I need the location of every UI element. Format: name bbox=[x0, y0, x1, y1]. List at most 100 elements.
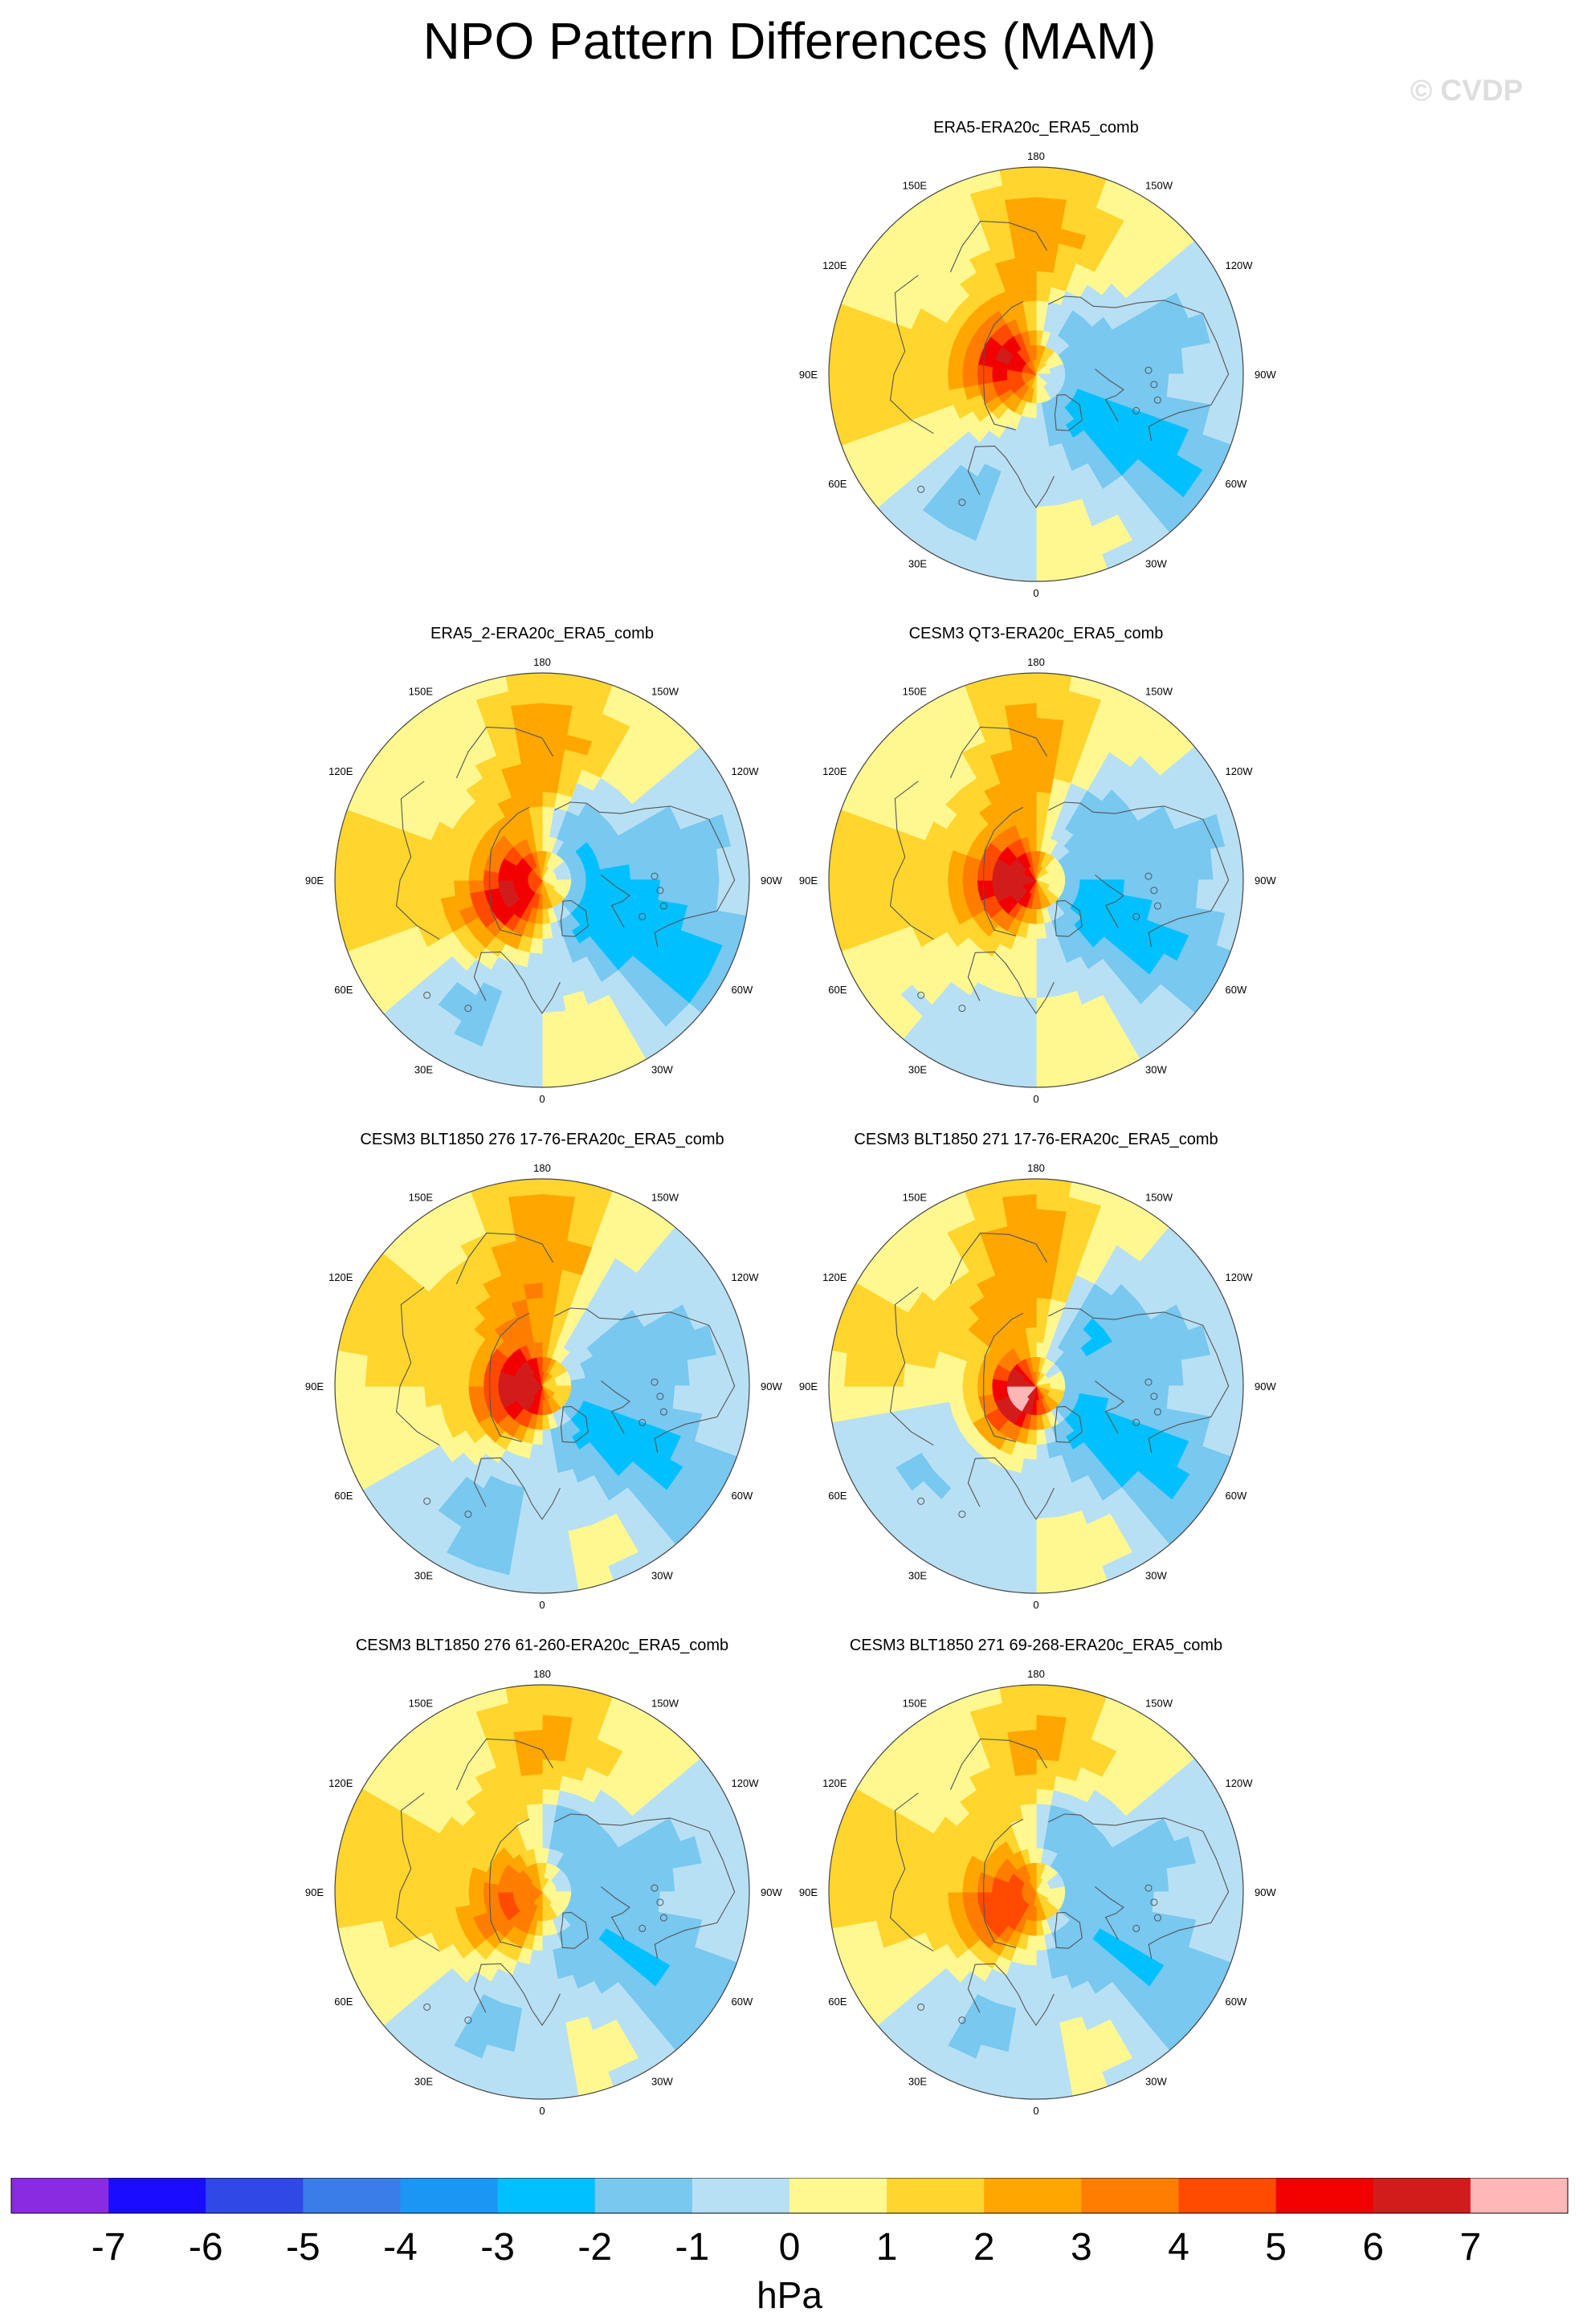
longitude-label: 60E bbox=[828, 984, 847, 996]
map-panel-blt1850-271-69-268: CESM3 BLT1850 271 69-268-ERA20c_ERA5_com… bbox=[799, 1637, 1277, 2134]
longitude-label: 120E bbox=[328, 765, 353, 777]
longitude-label: 0 bbox=[1033, 587, 1038, 599]
longitude-label: 120E bbox=[822, 1271, 847, 1283]
polar-map: 180 150E 120E 90E 60E 30E 0 30W 60W 90W 120W 150W bbox=[305, 1668, 783, 2117]
longitude-label: 120W bbox=[732, 1777, 760, 1789]
longitude-label: 30E bbox=[908, 558, 927, 570]
colorbar-swatch bbox=[1081, 2178, 1179, 2213]
polar-map: 180 150E 120E 90E 60E 30E 0 30W 60W 90W 120W 150W bbox=[799, 1162, 1277, 1611]
colorbar-tick-label: -5 bbox=[286, 2226, 320, 2269]
longitude-label: 150W bbox=[1145, 685, 1173, 697]
colorbar-tick-label: -1 bbox=[675, 2226, 710, 2269]
colorbar-swatch bbox=[1275, 2178, 1374, 2213]
longitude-label: 180 bbox=[533, 656, 551, 668]
longitude-label: 120W bbox=[732, 1271, 760, 1283]
longitude-label: 30W bbox=[651, 1064, 673, 1076]
slp-field bbox=[335, 1685, 749, 2099]
map-panel-era5-2: ERA5_2-ERA20c_ERA5_comb 180 150E 120E 90E 60… bbox=[305, 625, 783, 1123]
colorbar-swatch bbox=[790, 2178, 887, 2213]
panel-title: CESM3 QT3-ERA20c_ERA5_comb bbox=[908, 625, 1164, 642]
polar-map: 180 150E 120E 90E 60E 30E 0 30W 60W 90W 120W 150W bbox=[305, 656, 783, 1105]
colorbar-swatch bbox=[303, 2178, 401, 2213]
longitude-label: 90W bbox=[761, 1380, 782, 1392]
longitude-label: 30W bbox=[1145, 2076, 1167, 2088]
longitude-label: 90W bbox=[1255, 1886, 1276, 1898]
longitude-label: 0 bbox=[1033, 1599, 1038, 1611]
panel-title: ERA5_2-ERA20c_ERA5_comb bbox=[430, 625, 654, 642]
longitude-label: 120W bbox=[1226, 1777, 1254, 1789]
colorbar-tick-label: -7 bbox=[92, 2226, 126, 2269]
polar-map: 180 150E 120E 90E 60E 30E 0 30W 60W 90W 120W 150W bbox=[799, 656, 1277, 1105]
longitude-label: 0 bbox=[539, 1599, 545, 1611]
longitude-label: 120E bbox=[822, 259, 847, 271]
longitude-label: 150E bbox=[903, 1697, 928, 1709]
colorbar-swatch bbox=[594, 2178, 693, 2213]
colorbar-tick-label: 0 bbox=[779, 2226, 801, 2269]
panel-title: CESM3 BLT1850 271 17-76-ERA20c_ERA5_comb bbox=[854, 1131, 1218, 1148]
longitude-label: 150W bbox=[1145, 1697, 1173, 1709]
colorbar-swatch bbox=[984, 2178, 1082, 2213]
longitude-label: 150W bbox=[1145, 1191, 1173, 1203]
longitude-label: 30E bbox=[908, 1064, 927, 1076]
longitude-label: 150W bbox=[651, 685, 679, 697]
longitude-label: 150E bbox=[903, 685, 928, 697]
longitude-label: 120W bbox=[1226, 765, 1254, 777]
colorbar-tick-label: 3 bbox=[1071, 2226, 1092, 2269]
longitude-label: 30E bbox=[908, 1570, 927, 1582]
colorbar-tick-label: 4 bbox=[1168, 2226, 1189, 2269]
longitude-label: 0 bbox=[1033, 1093, 1038, 1105]
colorbar-tick-label: -4 bbox=[383, 2226, 418, 2269]
longitude-label: 180 bbox=[533, 1162, 551, 1174]
colorbar-swatch bbox=[1178, 2178, 1277, 2213]
longitude-label: 180 bbox=[533, 1668, 551, 1680]
map-panel-blt1850-271-17-76: CESM3 BLT1850 271 17-76-ERA20c_ERA5_comb… bbox=[799, 1131, 1277, 1629]
longitude-label: 180 bbox=[1027, 1668, 1045, 1680]
longitude-label: 120W bbox=[1226, 1271, 1254, 1283]
panel-title: CESM3 BLT1850 276 61-260-ERA20c_ERA5_com… bbox=[355, 1637, 729, 1654]
longitude-label: 60W bbox=[1226, 478, 1247, 490]
longitude-label: 150W bbox=[651, 1697, 679, 1709]
longitude-label: 90W bbox=[1255, 875, 1276, 887]
colorbar-tick-label: 6 bbox=[1362, 2226, 1384, 2269]
longitude-label: 150E bbox=[409, 1191, 434, 1203]
longitude-label: 0 bbox=[539, 2105, 545, 2117]
longitude-label: 90E bbox=[799, 1886, 818, 1898]
longitude-label: 30W bbox=[1145, 558, 1167, 570]
colorbar-tick-label: 7 bbox=[1460, 2226, 1482, 2269]
map-panel-era5: ERA5-ERA20c_ERA5_comb 180 150E 120E 90E 60E 3… bbox=[799, 119, 1277, 617]
longitude-label: 150E bbox=[409, 685, 434, 697]
longitude-label: 60E bbox=[828, 1490, 847, 1502]
colorbar-swatch bbox=[1470, 2178, 1569, 2213]
map-panel-cesm3-qt3: CESM3 QT3-ERA20c_ERA5_comb 180 150E 120E 90… bbox=[799, 625, 1277, 1123]
panel-title: CESM3 BLT1850 271 69-268-ERA20c_ERA5_com… bbox=[849, 1637, 1223, 1654]
panel-title: ERA5-ERA20c_ERA5_comb bbox=[933, 119, 1139, 137]
colorbar-swatch bbox=[692, 2178, 790, 2213]
longitude-label: 120W bbox=[732, 765, 760, 777]
longitude-label: 30E bbox=[414, 1064, 433, 1076]
slp-field bbox=[829, 673, 1243, 1087]
longitude-label: 180 bbox=[1027, 1162, 1045, 1174]
map-panel-blt1850-276-61-260: CESM3 BLT1850 276 61-260-ERA20c_ERA5_com… bbox=[305, 1637, 783, 2134]
longitude-label: 60W bbox=[732, 984, 753, 996]
colorbar-swatch bbox=[206, 2178, 304, 2213]
slp-field bbox=[829, 167, 1243, 581]
polar-map: 180 150E 120E 90E 60E 30E 0 30W 60W 90W 120W 150W bbox=[305, 1162, 783, 1611]
longitude-label: 30E bbox=[908, 2076, 927, 2088]
slp-field bbox=[829, 1179, 1243, 1593]
longitude-label: 90E bbox=[799, 875, 818, 887]
longitude-label: 90E bbox=[799, 369, 818, 381]
longitude-label: 60W bbox=[1226, 1996, 1247, 2008]
colorbar-unit: hPa bbox=[757, 2274, 822, 2316]
page-title: NPO Pattern Differences (MAM) bbox=[422, 12, 1157, 70]
colorbar-swatch bbox=[497, 2178, 596, 2213]
longitude-label: 120E bbox=[328, 1271, 353, 1283]
longitude-label: 30W bbox=[651, 2076, 673, 2088]
longitude-label: 90W bbox=[761, 1886, 782, 1898]
watermark: © CVDP bbox=[1410, 74, 1524, 107]
colorbar-swatch bbox=[400, 2178, 499, 2213]
longitude-label: 90W bbox=[761, 875, 782, 887]
longitude-label: 180 bbox=[1027, 656, 1045, 668]
longitude-label: 90W bbox=[1255, 1380, 1276, 1392]
slp-field bbox=[335, 673, 749, 1087]
panel-title: CESM3 BLT1850 276 17-76-ERA20c_ERA5_comb bbox=[360, 1131, 724, 1148]
